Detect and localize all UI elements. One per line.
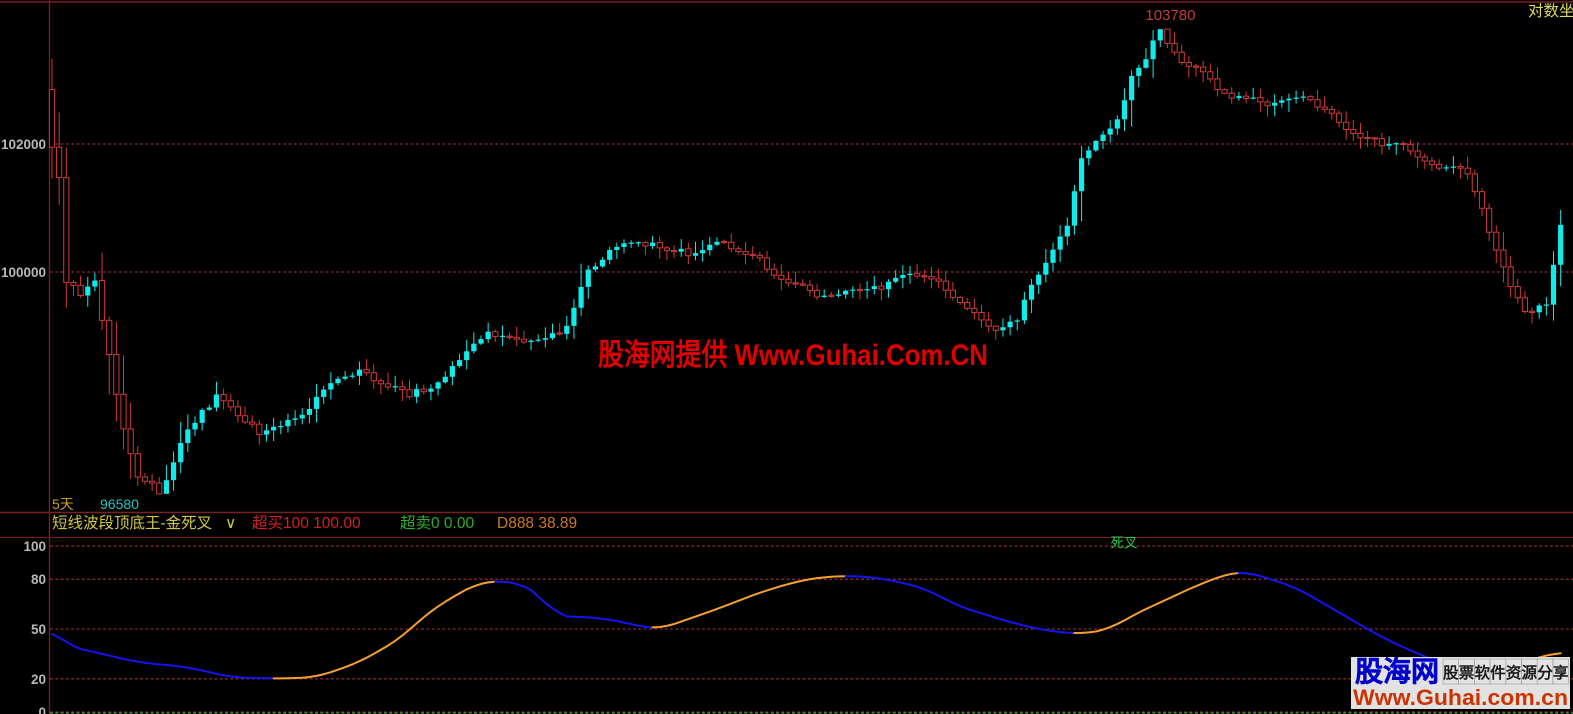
svg-text:80: 80 bbox=[31, 572, 46, 587]
svg-text:100: 100 bbox=[23, 539, 46, 554]
svg-text:短线波段顶底王-金死叉: 短线波段顶底王-金死叉 bbox=[52, 514, 212, 532]
svg-text:死叉: 死叉 bbox=[1111, 536, 1139, 551]
svg-text:103780: 103780 bbox=[1145, 7, 1195, 24]
svg-text:50: 50 bbox=[31, 622, 46, 637]
svg-text:超买100 100.00: 超买100 100.00 bbox=[252, 514, 361, 532]
svg-text:5天: 5天 bbox=[52, 496, 74, 512]
svg-text:96580: 96580 bbox=[100, 496, 139, 512]
svg-text:分: 分 bbox=[1537, 664, 1553, 682]
svg-text:件: 件 bbox=[1490, 663, 1506, 682]
svg-text:资: 资 bbox=[1506, 663, 1522, 682]
svg-text:股海网: 股海网 bbox=[1355, 656, 1439, 687]
svg-text:股海网提供 Www.Guhai.Com.CN: 股海网提供 Www.Guhai.Com.CN bbox=[598, 339, 988, 372]
svg-text:102000: 102000 bbox=[1, 137, 46, 152]
svg-text:20: 20 bbox=[31, 672, 46, 687]
svg-text:源: 源 bbox=[1522, 663, 1538, 682]
svg-text:股: 股 bbox=[1443, 664, 1459, 682]
svg-text:∨: ∨ bbox=[225, 515, 236, 532]
svg-text:Www.Guhai.com.cn: Www.Guhai.com.cn bbox=[1353, 685, 1568, 710]
svg-text:票: 票 bbox=[1459, 664, 1475, 682]
svg-text:0: 0 bbox=[38, 705, 46, 714]
svg-text:享: 享 bbox=[1553, 663, 1569, 682]
svg-text:超卖0 0.00: 超卖0 0.00 bbox=[400, 514, 474, 532]
svg-text:D888 38.89: D888 38.89 bbox=[497, 515, 577, 532]
svg-text:对数坐标: 对数坐标 bbox=[1528, 2, 1573, 20]
svg-text:软: 软 bbox=[1474, 663, 1490, 682]
svg-text:100000: 100000 bbox=[1, 265, 46, 280]
